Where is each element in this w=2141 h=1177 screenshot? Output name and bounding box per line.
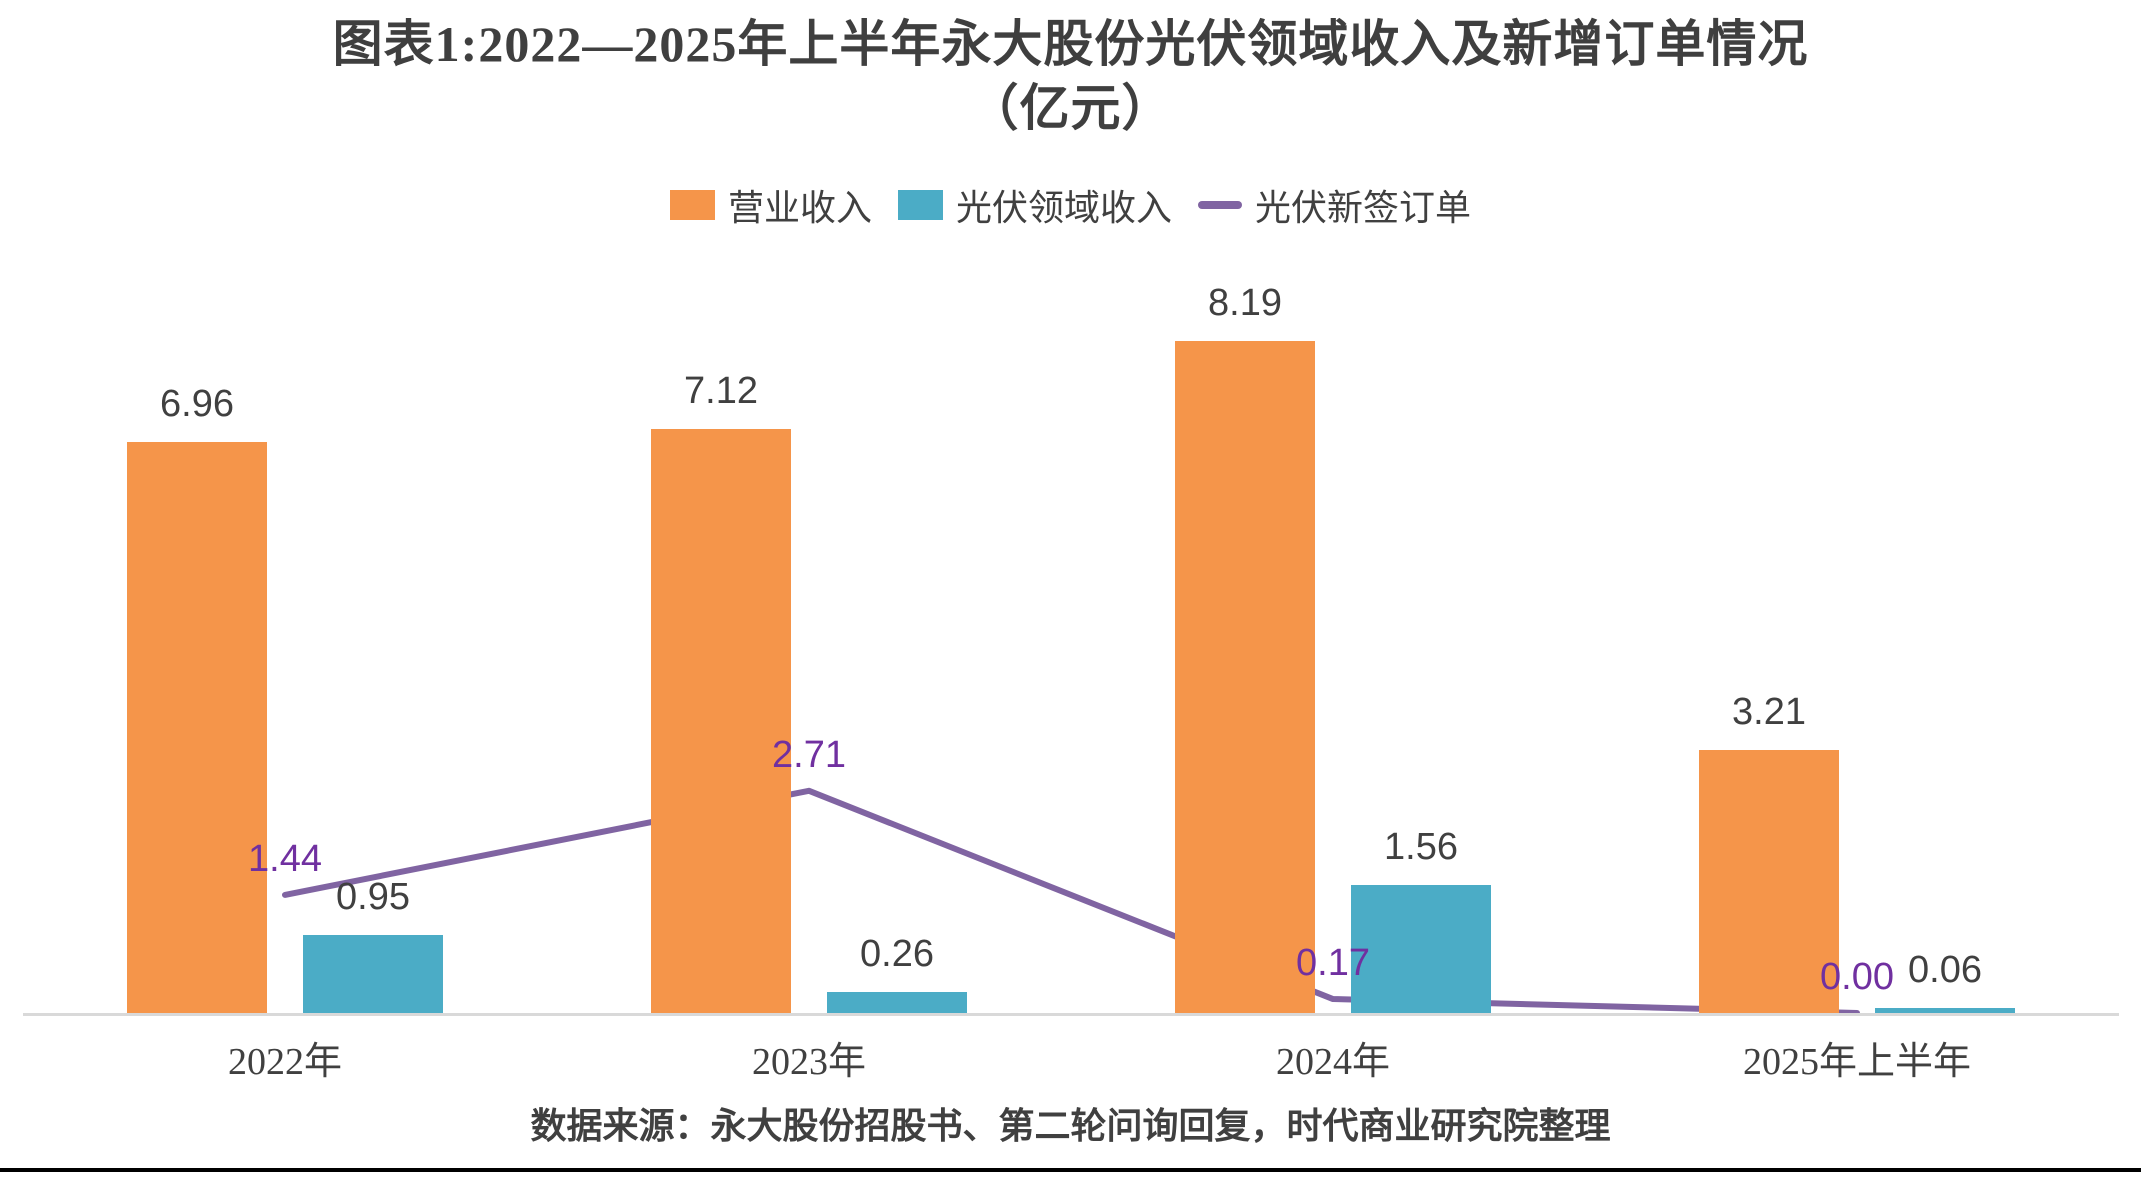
pv-revenue-bar-2024	[1351, 885, 1491, 1013]
pv-orders-legend-label: 光伏新签订单	[1255, 188, 1472, 228]
pv-revenue-value-label-2022: 0.95	[336, 876, 410, 919]
pv-revenue-legend-label: 光伏领域收入	[955, 188, 1172, 228]
line-series-layer	[282, 787, 1860, 1016]
pv-revenue-legend-swatch	[897, 190, 943, 220]
revenue-value-label-2024: 8.19	[1208, 282, 1282, 325]
pv-revenue-bar-2022	[303, 935, 443, 1013]
chart-title: 图表1:2022—2025年上半年永大股份光伏领域收入及新增订单情况 （亿元）	[0, 12, 2141, 140]
revenue-bar-2024	[1175, 341, 1315, 1013]
legend: 营业收入 光伏领域收入 光伏新签订单	[0, 181, 2141, 229]
x-axis-line	[23, 1013, 2119, 1016]
legend-item-pv-orders: 光伏新签订单	[1198, 179, 1471, 231]
chart-title-line2: （亿元）	[968, 80, 1173, 136]
pv-orders-value-label-2022: 1.44	[248, 837, 322, 880]
revenue-legend-label: 营业收入	[727, 188, 872, 228]
revenue-legend-swatch	[669, 190, 715, 220]
plot-area: 6.96 7.12 8.19 3.21 0.95 0.26 1.56 0.06 1.44 2.71…	[23, 275, 2119, 1016]
x-axis-label-2024: 2024年	[1275, 1041, 1390, 1083]
legend-item-pv-revenue: 光伏领域收入	[897, 179, 1172, 231]
revenue-value-label-2022: 6.96	[160, 383, 234, 426]
legend-item-revenue: 营业收入	[669, 179, 872, 231]
pv-revenue-value-label-2023: 0.26	[860, 932, 934, 975]
pv-orders-value-label-2025h1: 0.00	[1820, 956, 1894, 998]
x-axis-label-2023: 2023年	[751, 1041, 866, 1083]
source-note: 数据来源：永大股份招股书、第二轮问询回复，时代商业研究院整理	[530, 1106, 1611, 1146]
bottom-divider	[0, 1168, 2141, 1172]
pv-orders-value-label-2023: 2.71	[772, 733, 846, 776]
pv-orders-value-label-2024: 0.17	[1296, 942, 1370, 985]
pv-revenue-bar-2025h1	[1875, 1008, 2015, 1013]
pv-revenue-bar-2023	[827, 991, 967, 1013]
x-axis-label-2022: 2022年	[227, 1041, 342, 1083]
pv-revenue-value-label-2024: 1.56	[1384, 826, 1458, 869]
revenue-bar-2023	[651, 429, 791, 1013]
revenue-value-label-2023: 7.12	[684, 370, 758, 413]
pv-orders-line	[282, 787, 1860, 1016]
x-axis-label-2025h1: 2025年上半年	[1742, 1041, 1971, 1083]
revenue-bar-2022	[127, 442, 267, 1013]
revenue-value-label-2025h1: 3.21	[1732, 690, 1806, 733]
pv-revenue-value-label-2025h1: 0.06	[1908, 949, 1982, 992]
chart-title-line1: 图表1:2022—2025年上半年永大股份光伏领域收入及新增订单情况	[332, 16, 1809, 72]
revenue-bar-2025h1	[1699, 749, 1839, 1013]
pv-orders-legend-swatch	[1198, 201, 1242, 209]
